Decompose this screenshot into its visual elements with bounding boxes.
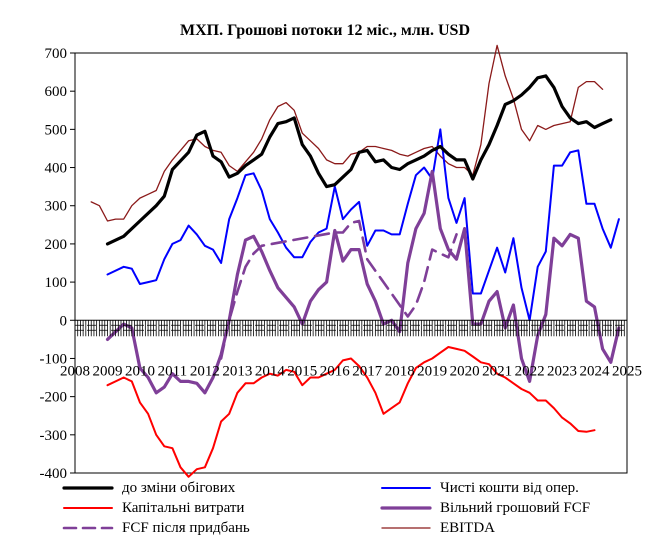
- y-tick-label: 100: [45, 275, 68, 291]
- y-tick-label: -300: [40, 428, 68, 444]
- y-tick-label: -100: [40, 351, 68, 367]
- legend-label: EBITDA: [440, 520, 495, 536]
- legend-swatch: [62, 526, 114, 530]
- legend-swatch: [381, 487, 431, 489]
- series-3-line: [105, 169, 621, 395]
- x-tick-label: 2023: [547, 363, 577, 379]
- x-tick-label: 2015: [287, 363, 317, 379]
- plot-frame: [74, 52, 628, 474]
- y-tick-label: 600: [45, 84, 68, 100]
- legend-swatch: [63, 507, 113, 509]
- x-tick-label: 2019: [417, 363, 447, 379]
- legend-label: до зміни обігових: [122, 480, 236, 496]
- y-tick-label: -400: [40, 466, 68, 482]
- x-tick-label: 2010: [125, 363, 155, 379]
- chart-title: МХП. Грошові потоки 12 міс., млн. USD: [179, 22, 470, 39]
- legend-swatch: [380, 506, 432, 510]
- legend-swatch: [381, 527, 431, 529]
- series-1-line: [106, 128, 620, 322]
- x-tick-label: 2008: [60, 363, 90, 379]
- legend-label: Капітальні витрати: [122, 500, 245, 516]
- x-tick-label: 2024: [580, 363, 611, 379]
- y-tick-label: 300: [45, 199, 68, 215]
- x-tick-label: 2017: [352, 363, 383, 379]
- x-tick-label: 2014: [255, 363, 286, 379]
- x-tick-label: 2009: [92, 363, 122, 379]
- x-tick-label: 2021: [482, 363, 512, 379]
- y-tick-label: 200: [45, 237, 68, 253]
- x-tick-label: 2018: [385, 363, 415, 379]
- series-5-line: [90, 44, 604, 222]
- chart-legend: до зміни обігових Чисті кошти від опер. Ка…: [60, 479, 625, 539]
- x-tick-label: 2025: [612, 363, 642, 379]
- legend-label: Чисті кошти від опер.: [440, 480, 579, 496]
- series-2-line: [106, 346, 596, 478]
- x-tick-label: 2020: [450, 363, 480, 379]
- legend-swatch: [62, 486, 114, 490]
- y-tick-label: -200: [40, 390, 68, 406]
- series-0-line: [105, 74, 613, 246]
- x-tick-label: 2013: [222, 363, 252, 379]
- y-tick-label: 0: [60, 313, 68, 329]
- legend-label: Вільний грошовий FCF: [440, 500, 591, 516]
- x-minor-ticks: [74, 320, 628, 337]
- x-tick-label: 2022: [515, 363, 545, 379]
- y-tick-label: 500: [45, 122, 68, 138]
- x-tick-label: 2016: [320, 363, 351, 379]
- x-tick-label: 2011: [158, 363, 187, 379]
- x-tick-label: 2012: [190, 363, 220, 379]
- series-4-line: [219, 219, 458, 360]
- legend-label: FCF після придбань: [122, 520, 250, 536]
- y-tick-label: 700: [45, 46, 68, 62]
- y-tick-label: 400: [45, 161, 68, 177]
